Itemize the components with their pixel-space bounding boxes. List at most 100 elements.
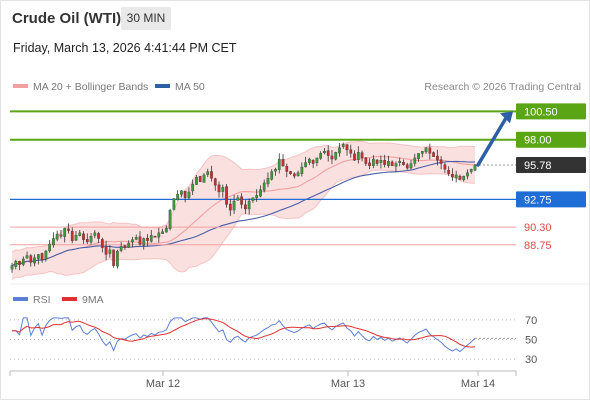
candle-body	[191, 183, 195, 192]
candle	[454, 170, 458, 183]
candle-body	[104, 246, 108, 255]
candle	[270, 169, 274, 181]
candle-body	[247, 200, 251, 210]
candle	[10, 262, 14, 273]
candle	[85, 233, 89, 244]
candle	[127, 240, 131, 248]
candle	[424, 147, 428, 154]
candle-body	[14, 261, 18, 267]
candle-body	[187, 191, 191, 198]
candle-body	[439, 159, 443, 164]
candle-body	[383, 160, 387, 165]
target-arrow-shaft	[476, 114, 509, 167]
candle	[409, 160, 413, 170]
candle-body	[168, 209, 172, 229]
candle	[296, 170, 300, 177]
candle-body	[281, 159, 285, 167]
rsi-ma-legend-label: 9MA	[82, 294, 104, 306]
candle	[353, 150, 356, 162]
candle	[326, 145, 330, 162]
candle	[74, 231, 78, 242]
candle	[40, 252, 44, 263]
candle	[70, 227, 74, 244]
candle-body	[108, 249, 112, 254]
rsi-legend: RSI 9MA	[13, 294, 104, 306]
ma20-legend-label: MA 20 + Bollinger Bands	[33, 81, 148, 93]
candle	[164, 225, 168, 233]
candle-body	[473, 164, 477, 171]
candle	[134, 234, 138, 241]
candle-body	[315, 157, 319, 163]
candle-body	[405, 164, 409, 169]
candle-body	[74, 234, 78, 241]
candle-body	[210, 171, 213, 179]
level-100-50-label: 100.50	[524, 106, 558, 118]
candle-body	[183, 190, 187, 198]
candle	[221, 184, 225, 198]
rsi-panel: 70 50 30	[10, 315, 537, 366]
candle-body	[63, 228, 67, 237]
candle	[341, 142, 345, 149]
candle	[176, 190, 179, 201]
candle	[304, 156, 307, 168]
candle-body	[21, 258, 25, 265]
timeframe-button[interactable]: 30 MIN	[121, 7, 171, 30]
main-legend: MA 20 + Bollinger Bands MA 50	[13, 81, 205, 93]
candle	[277, 153, 281, 174]
candle-body	[428, 147, 432, 154]
candle	[308, 157, 311, 166]
candle-body	[334, 152, 338, 160]
candle-body	[341, 144, 345, 147]
candle	[52, 232, 55, 248]
candle	[157, 227, 161, 243]
candle	[198, 175, 202, 183]
candle	[33, 254, 36, 267]
candle	[432, 151, 435, 157]
level-98-00-label: 98.00	[524, 135, 552, 147]
candle	[390, 160, 394, 167]
candle	[398, 157, 402, 167]
rsi-ma-line	[12, 318, 476, 348]
candle	[255, 189, 259, 202]
candle	[443, 162, 447, 174]
candle-body	[202, 174, 206, 183]
candle	[131, 236, 134, 248]
candle-body	[375, 159, 379, 164]
candle	[93, 230, 97, 239]
candle	[119, 241, 123, 253]
candle	[383, 154, 387, 168]
candle-body	[25, 255, 29, 259]
rsi-legend-swatch	[13, 297, 28, 301]
candle-body	[153, 236, 157, 238]
candle	[323, 148, 326, 155]
candle	[345, 143, 349, 156]
candle	[161, 228, 164, 234]
candle-body	[356, 152, 360, 160]
candle-body	[116, 250, 119, 267]
candle	[338, 143, 341, 157]
candle	[420, 150, 424, 158]
ma50-legend-swatch	[155, 84, 170, 88]
candle-body	[436, 155, 439, 161]
candle	[225, 183, 228, 208]
candle-body	[469, 169, 473, 172]
level-88-75-label: 88.75	[524, 240, 552, 252]
candle	[447, 166, 451, 177]
candle	[281, 154, 285, 167]
candle-body	[424, 147, 428, 153]
candle	[417, 153, 420, 162]
candle	[240, 193, 243, 209]
candle	[387, 155, 390, 168]
candle	[469, 168, 473, 174]
candle-body	[67, 228, 70, 231]
candle-body	[232, 200, 236, 211]
level-labels: 100.50 98.00 95.78 92.75 90.30 88.75	[476, 103, 586, 252]
candle-body	[40, 253, 44, 261]
candle-body	[451, 174, 454, 178]
candle-body	[360, 152, 364, 159]
candle	[451, 168, 454, 181]
candle-body	[119, 246, 123, 251]
candle	[63, 227, 67, 243]
candle-body	[127, 242, 131, 248]
rsi-tick-70: 70	[525, 315, 537, 327]
